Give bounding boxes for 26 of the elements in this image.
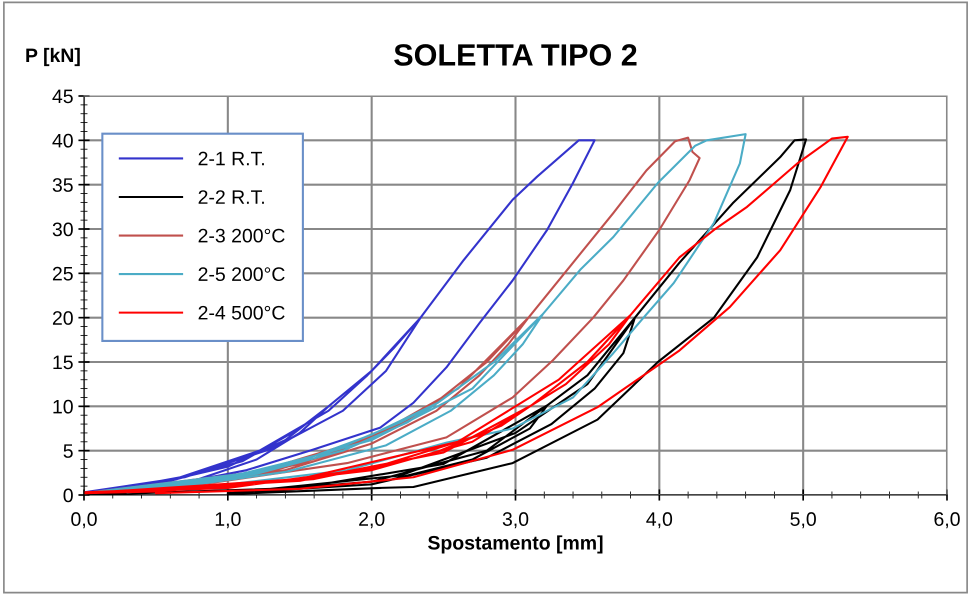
y-tick-label: 10 (53, 400, 73, 414)
y-tick-label: 5 (64, 444, 73, 458)
x-tick-label: 6,0 (934, 512, 960, 528)
legend-label: 2-2 R.T. (198, 190, 264, 204)
x-axis-title: Spostamento [mm] (428, 535, 602, 554)
legend-label: 2-3 200°C (198, 228, 285, 243)
legend-label: 2-1 R.T. (198, 152, 264, 166)
y-axis-title: P [kN] (26, 48, 80, 66)
y-tick-label: 30 (52, 222, 73, 236)
y-tick-label: 0 (64, 488, 73, 502)
x-tick-label: 0,0 (71, 512, 97, 528)
chart-title: SOLETTA TIPO 2 (394, 44, 637, 66)
y-tick-label: 45 (52, 90, 73, 104)
x-tick-label: 3,0 (502, 512, 528, 528)
y-tick-label: 25 (52, 266, 73, 281)
y-tick-label: 20 (52, 311, 73, 325)
line-series (84, 139, 596, 494)
x-tick-label: 1,0 (216, 512, 241, 528)
x-tick-label: 4,0 (646, 512, 672, 528)
y-tick-label: 40 (52, 134, 73, 148)
x-tick-label: 5,0 (790, 512, 816, 528)
legend-label: 2-5 200°C (198, 267, 285, 282)
y-tick-label: 15 (53, 356, 73, 370)
y-tick-label: 35 (52, 178, 73, 192)
legend-label: 2-4 500°C (198, 306, 285, 320)
x-tick-label: 2,0 (359, 512, 384, 528)
